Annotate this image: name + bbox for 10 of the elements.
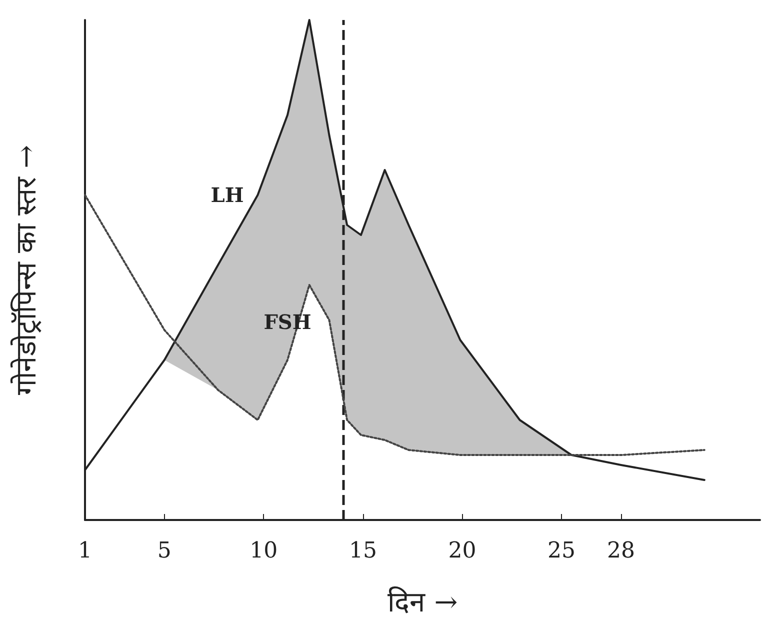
x-tick-label: 25 — [547, 538, 576, 564]
y-axis-title: गोनेडोट्रॉपिन्स का स्तर → — [10, 144, 42, 396]
series-label: LH — [210, 183, 244, 207]
x-tick-label: 5 — [157, 538, 172, 564]
x-tick-label: 15 — [348, 538, 377, 564]
x-axis-title: दिन → — [387, 586, 458, 618]
x-tick-label: 1 — [78, 538, 92, 564]
x-tick-label: 28 — [607, 538, 636, 564]
x-tick-label: 10 — [250, 538, 278, 564]
x-tick-label: 20 — [448, 538, 476, 564]
